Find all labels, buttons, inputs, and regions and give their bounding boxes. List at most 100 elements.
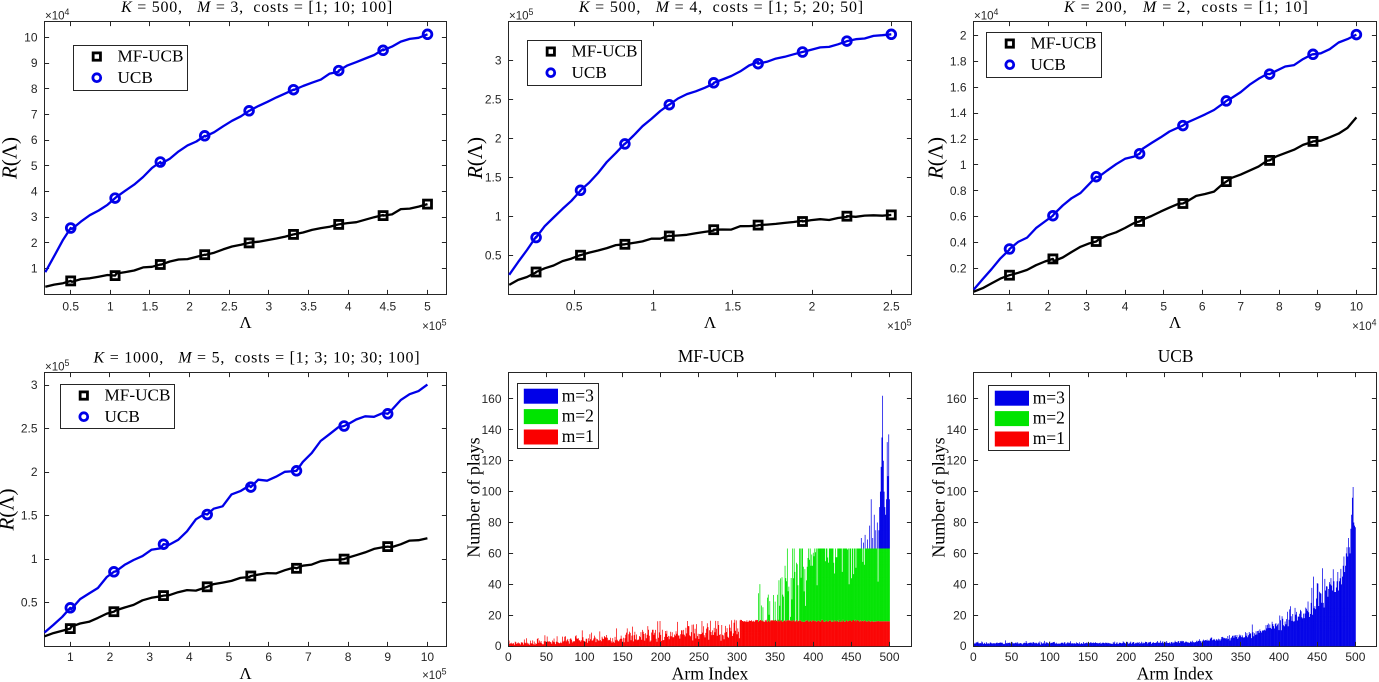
- svg-text:140: 140: [946, 423, 966, 437]
- svg-text:50: 50: [1005, 650, 1019, 664]
- svg-text:m=1: m=1: [562, 426, 594, 446]
- svg-text:120: 120: [481, 454, 501, 468]
- svg-text:1.4: 1.4: [950, 106, 967, 120]
- svg-text:6: 6: [265, 650, 272, 664]
- svg-text:R(Λ): R(Λ): [0, 137, 22, 180]
- svg-text:5: 5: [226, 650, 233, 664]
- svg-text:2: 2: [960, 29, 967, 43]
- svg-text:4: 4: [345, 300, 352, 314]
- svg-text:2: 2: [31, 465, 38, 479]
- svg-text:Arm Index: Arm Index: [672, 663, 749, 682]
- svg-text:4.5: 4.5: [380, 300, 397, 314]
- svg-text:1: 1: [495, 209, 502, 223]
- svg-text:K = 500, M = 3, costs = [1;: K = 500, M = 3, costs = [1; 10; 100]: [120, 0, 393, 16]
- svg-text:200: 200: [1116, 650, 1136, 664]
- svg-text:1: 1: [31, 552, 38, 566]
- svg-text:4: 4: [186, 650, 193, 664]
- svg-text:MF-UCB: MF-UCB: [118, 47, 184, 66]
- svg-text:Λ: Λ: [239, 664, 252, 682]
- svg-text:2.5: 2.5: [221, 300, 238, 314]
- svg-text:0: 0: [505, 650, 512, 664]
- svg-text:20: 20: [953, 608, 967, 622]
- svg-text:Number of plays: Number of plays: [463, 437, 483, 557]
- svg-text:2: 2: [107, 650, 114, 664]
- svg-text:1.2: 1.2: [950, 132, 967, 146]
- svg-text:300: 300: [727, 650, 747, 664]
- svg-text:3: 3: [146, 650, 153, 664]
- svg-text:400: 400: [803, 650, 823, 664]
- svg-text:400: 400: [1269, 650, 1289, 664]
- svg-text:10: 10: [24, 30, 38, 44]
- svg-text:×105: ×105: [887, 318, 912, 334]
- svg-text:160: 160: [946, 392, 966, 406]
- svg-text:140: 140: [481, 423, 501, 437]
- svg-text:0.6: 0.6: [950, 210, 967, 224]
- svg-text:4: 4: [31, 185, 38, 199]
- svg-text:8: 8: [31, 82, 38, 96]
- svg-text:0.4: 0.4: [950, 236, 967, 250]
- svg-text:UCB: UCB: [118, 68, 153, 87]
- svg-text:10: 10: [421, 650, 435, 664]
- svg-text:100: 100: [1040, 650, 1060, 664]
- svg-text:500: 500: [879, 650, 899, 664]
- svg-text:MF-UCB: MF-UCB: [1031, 34, 1097, 53]
- svg-text:3: 3: [31, 378, 38, 392]
- svg-text:100: 100: [574, 650, 594, 664]
- svg-text:450: 450: [1307, 650, 1327, 664]
- svg-text:9: 9: [384, 650, 391, 664]
- svg-text:8: 8: [345, 650, 352, 664]
- svg-text:3: 3: [1083, 300, 1090, 314]
- svg-text:100: 100: [946, 485, 966, 499]
- svg-text:80: 80: [953, 516, 967, 530]
- svg-text:5: 5: [31, 159, 38, 173]
- svg-text:×105: ×105: [509, 7, 534, 23]
- svg-text:1.5: 1.5: [21, 509, 38, 523]
- svg-text:2: 2: [495, 131, 502, 145]
- svg-text:m=3: m=3: [562, 385, 594, 405]
- svg-text:UCB: UCB: [105, 407, 140, 426]
- svg-text:2: 2: [809, 300, 816, 314]
- svg-text:300: 300: [1193, 650, 1213, 664]
- svg-text:40: 40: [488, 577, 502, 591]
- svg-text:UCB: UCB: [572, 63, 607, 82]
- svg-text:100: 100: [481, 485, 501, 499]
- svg-text:200: 200: [651, 650, 671, 664]
- svg-text:1.5: 1.5: [142, 300, 159, 314]
- svg-text:3: 3: [495, 53, 502, 67]
- svg-text:1.6: 1.6: [950, 80, 967, 94]
- svg-text:0.2: 0.2: [950, 261, 967, 275]
- svg-text:1.5: 1.5: [724, 300, 741, 314]
- svg-text:2.5: 2.5: [883, 300, 900, 314]
- svg-text:2.5: 2.5: [21, 422, 38, 436]
- svg-text:500: 500: [1345, 650, 1365, 664]
- svg-text:×105: ×105: [45, 358, 70, 374]
- svg-text:Λ: Λ: [704, 313, 717, 332]
- svg-text:7: 7: [31, 108, 38, 122]
- svg-text:250: 250: [1154, 650, 1174, 664]
- svg-text:m=2: m=2: [562, 406, 594, 426]
- svg-text:K = 500, M = 4, costs = [1;: K = 500, M = 4, costs = [1; 5; 20; 50]: [578, 0, 864, 16]
- svg-text:3.5: 3.5: [300, 300, 317, 314]
- svg-text:R(Λ): R(Λ): [463, 137, 487, 180]
- svg-text:R(Λ): R(Λ): [924, 137, 948, 180]
- svg-text:6: 6: [31, 133, 38, 147]
- svg-text:80: 80: [488, 516, 502, 530]
- svg-text:2: 2: [1045, 300, 1052, 314]
- svg-text:2: 2: [186, 300, 193, 314]
- svg-text:1: 1: [960, 158, 967, 172]
- svg-text:1: 1: [1006, 300, 1013, 314]
- svg-text:2: 2: [31, 236, 38, 250]
- svg-text:m=2: m=2: [1033, 408, 1065, 428]
- svg-text:UCB: UCB: [1031, 55, 1066, 74]
- svg-text:40: 40: [953, 577, 967, 591]
- svg-text:0.5: 0.5: [21, 596, 38, 610]
- svg-text:Λ: Λ: [239, 313, 252, 332]
- svg-text:5: 5: [424, 300, 431, 314]
- svg-text:10: 10: [1350, 300, 1364, 314]
- svg-text:6: 6: [1199, 300, 1206, 314]
- svg-text:3: 3: [266, 300, 273, 314]
- svg-text:0.5: 0.5: [62, 300, 79, 314]
- svg-text:0: 0: [970, 650, 977, 664]
- svg-text:160: 160: [481, 392, 501, 406]
- svg-text:×104: ×104: [45, 7, 70, 23]
